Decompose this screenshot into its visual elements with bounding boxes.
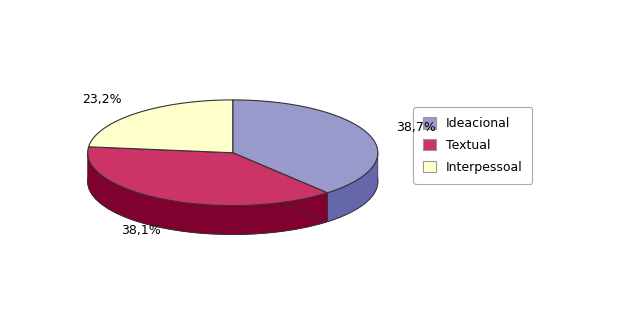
Text: 38,1%: 38,1% xyxy=(121,224,161,237)
Text: 38,7%: 38,7% xyxy=(396,121,436,134)
Polygon shape xyxy=(233,100,378,193)
Polygon shape xyxy=(233,153,328,222)
Text: 23,2%: 23,2% xyxy=(82,93,122,106)
Polygon shape xyxy=(233,153,328,222)
Polygon shape xyxy=(87,153,328,234)
Polygon shape xyxy=(89,100,233,153)
Ellipse shape xyxy=(87,129,378,234)
Legend: Ideacional, Textual, Interpessoal: Ideacional, Textual, Interpessoal xyxy=(413,107,532,184)
Polygon shape xyxy=(328,153,378,222)
Polygon shape xyxy=(88,147,328,206)
